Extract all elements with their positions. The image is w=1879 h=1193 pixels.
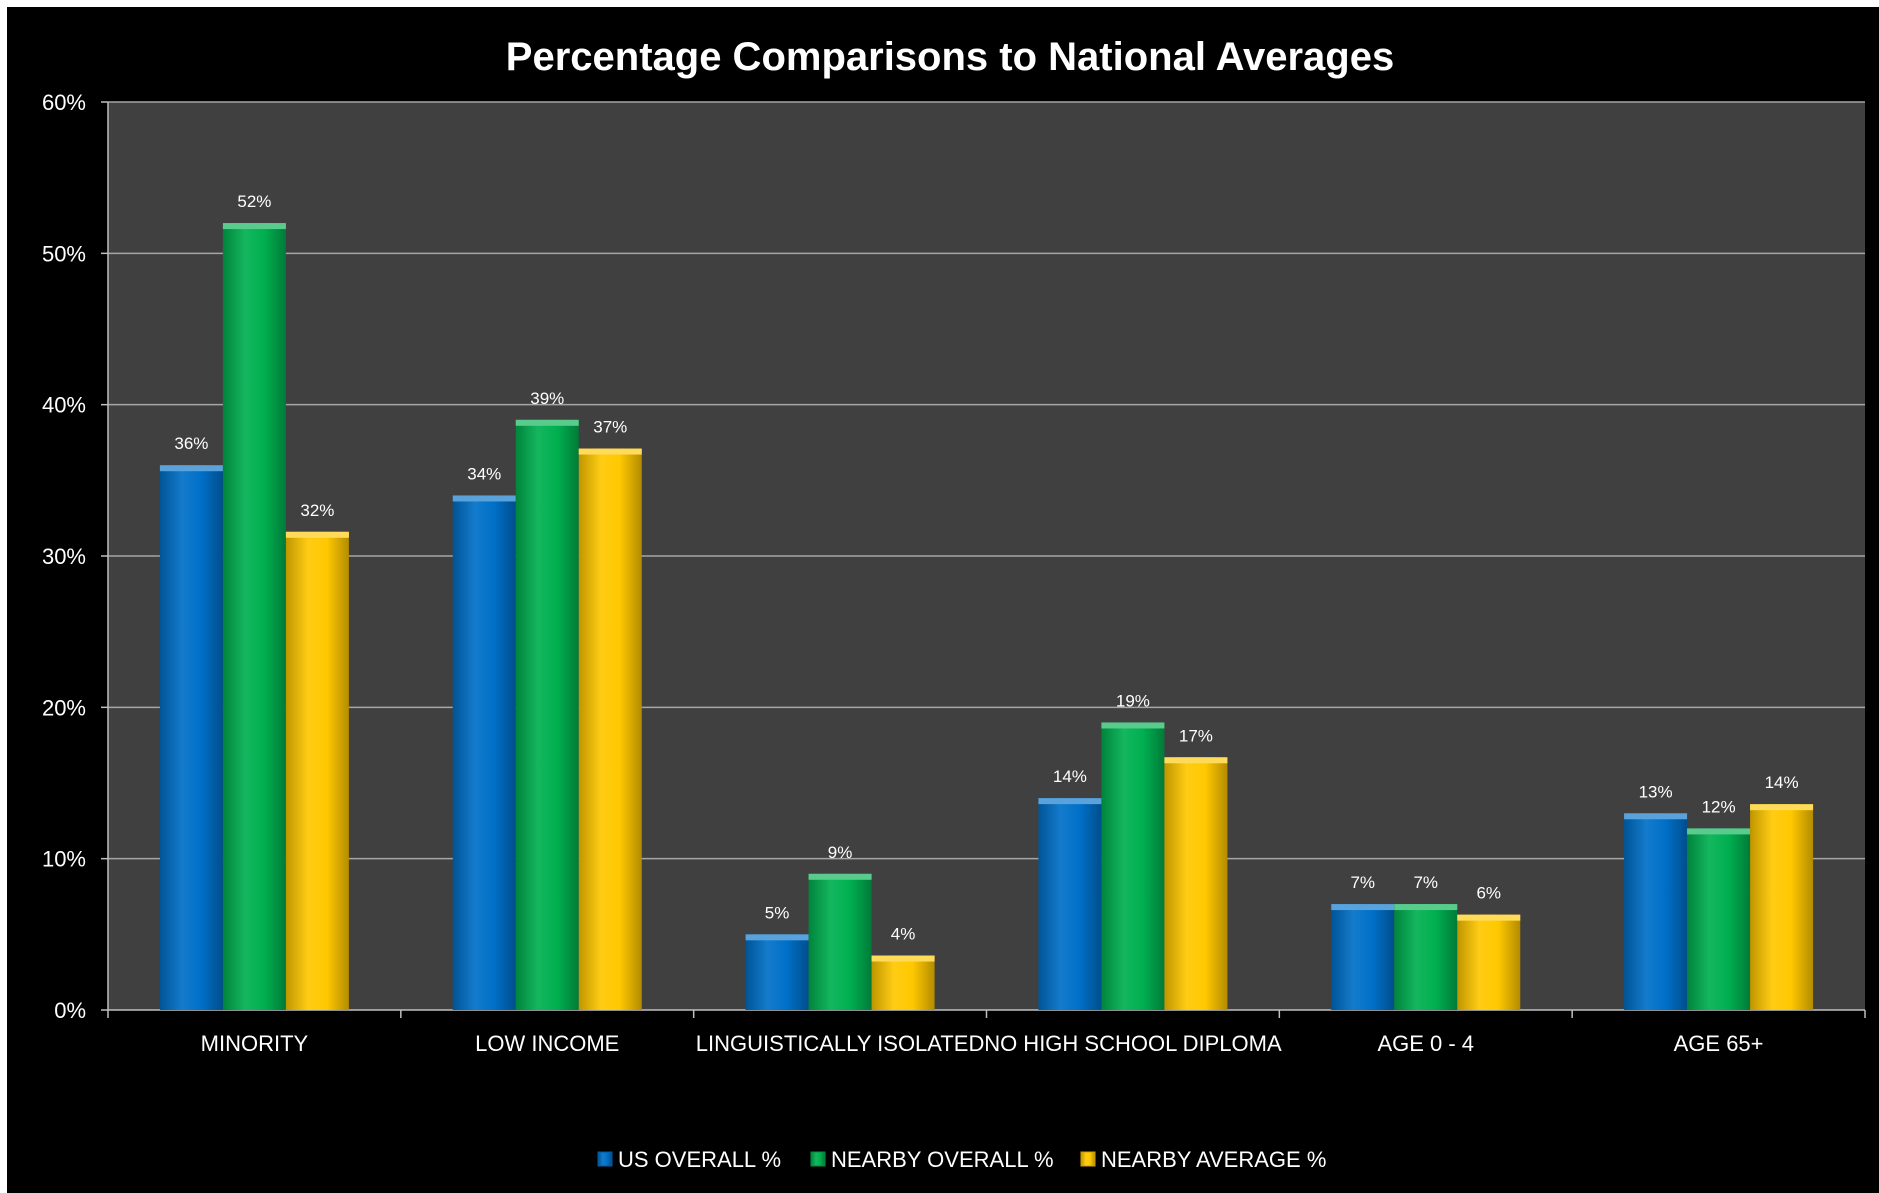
data-label: 14% xyxy=(1765,773,1799,792)
bar-top-highlight xyxy=(1394,904,1458,911)
legend-label: US OVERALL % xyxy=(618,1147,781,1172)
bar-top-highlight xyxy=(1624,813,1688,820)
y-axis-tick-labels: 0% 10% 20% 30% 40% 50% 60% xyxy=(42,90,108,1023)
bar-top-highlight xyxy=(1101,722,1165,729)
bar xyxy=(808,873,872,1010)
data-label: 12% xyxy=(1702,797,1736,816)
y-tick-label: 0% xyxy=(54,998,86,1023)
legend-label: NEARBY AVERAGE % xyxy=(1101,1147,1326,1172)
chart-title: Percentage Comparisons to National Avera… xyxy=(506,35,1394,79)
bar xyxy=(159,465,223,1010)
y-tick-label: 40% xyxy=(42,393,86,418)
bar xyxy=(1038,798,1102,1010)
bar-top-highlight xyxy=(871,955,935,962)
x-category-label: NO HIGH SCHOOL DIPLOMA xyxy=(984,1031,1282,1056)
y-tick-label: 10% xyxy=(42,847,86,872)
data-label: 14% xyxy=(1053,767,1087,786)
axes xyxy=(107,102,1866,1018)
data-label: 34% xyxy=(467,464,501,483)
gridlines xyxy=(108,101,1865,860)
bar xyxy=(222,223,286,1011)
bar-top-highlight xyxy=(1457,914,1521,921)
bar xyxy=(1331,904,1395,1010)
bar-top-highlight xyxy=(285,531,349,538)
bar-top-highlight xyxy=(159,465,223,472)
bar-top-highlight xyxy=(1750,804,1814,811)
bar-top-highlight xyxy=(452,495,516,502)
legend-swatch xyxy=(597,1151,613,1167)
bar xyxy=(578,448,642,1010)
x-category-label: MINORITY xyxy=(201,1031,309,1056)
data-labels: 36% 52% 32% 34% 39% 37% 5% 9% 4% 14% 19% 17% 7% 7% 6% 1… xyxy=(174,192,1798,943)
bar-top-highlight xyxy=(578,448,642,455)
data-label: 17% xyxy=(1179,726,1213,745)
bar xyxy=(1101,722,1165,1010)
data-label: 9% xyxy=(828,843,853,862)
bar xyxy=(1624,813,1688,1010)
data-label: 19% xyxy=(1116,691,1150,710)
data-label: 7% xyxy=(1350,873,1375,892)
bar-top-highlight xyxy=(745,934,809,941)
y-tick-label: 20% xyxy=(42,695,86,720)
bar xyxy=(871,955,935,1010)
y-tick-label: 50% xyxy=(42,241,86,266)
bar xyxy=(1457,914,1521,1010)
bar-top-highlight xyxy=(222,223,286,230)
data-label: 32% xyxy=(300,501,334,520)
x-category-label: AGE 65+ xyxy=(1674,1031,1764,1056)
y-tick-label: 30% xyxy=(42,544,86,569)
bar xyxy=(745,934,809,1010)
bar xyxy=(1687,828,1751,1010)
bar xyxy=(285,531,349,1010)
legend-swatch xyxy=(1080,1151,1096,1167)
x-category-label: AGE 0 - 4 xyxy=(1377,1031,1474,1056)
bar-top-highlight xyxy=(1164,757,1228,764)
y-tick-label: 60% xyxy=(42,90,86,115)
bars xyxy=(159,223,1814,1011)
data-label: 36% xyxy=(174,434,208,453)
legend-label: NEARBY OVERALL % xyxy=(831,1147,1054,1172)
legend-swatch xyxy=(810,1151,826,1167)
bar-top-highlight xyxy=(515,419,579,426)
data-label: 6% xyxy=(1476,884,1501,903)
bar xyxy=(1164,757,1228,1010)
bar-top-highlight xyxy=(1687,828,1751,835)
data-label: 7% xyxy=(1413,873,1438,892)
x-category-label: LOW INCOME xyxy=(475,1031,619,1056)
data-label: 39% xyxy=(530,389,564,408)
bar-top-highlight xyxy=(1331,904,1395,911)
data-label: 52% xyxy=(237,192,271,211)
bar-top-highlight xyxy=(1038,798,1102,805)
x-category-label: LINGUISTICALLY ISOLATED xyxy=(696,1031,985,1056)
data-label: 4% xyxy=(891,925,916,944)
bar xyxy=(515,419,579,1010)
x-axis-category-labels: MINORITY LOW INCOME LINGUISTICALLY ISOLATE… xyxy=(201,1031,1764,1056)
bar xyxy=(1750,804,1814,1010)
bar xyxy=(452,495,516,1010)
bar xyxy=(1394,904,1458,1010)
data-label: 37% xyxy=(593,418,627,437)
data-label: 5% xyxy=(765,903,790,922)
legend: US OVERALL % NEARBY OVERALL % NEARBY AVERA… xyxy=(597,1147,1326,1172)
data-label: 13% xyxy=(1639,782,1673,801)
bar-top-highlight xyxy=(808,873,872,880)
